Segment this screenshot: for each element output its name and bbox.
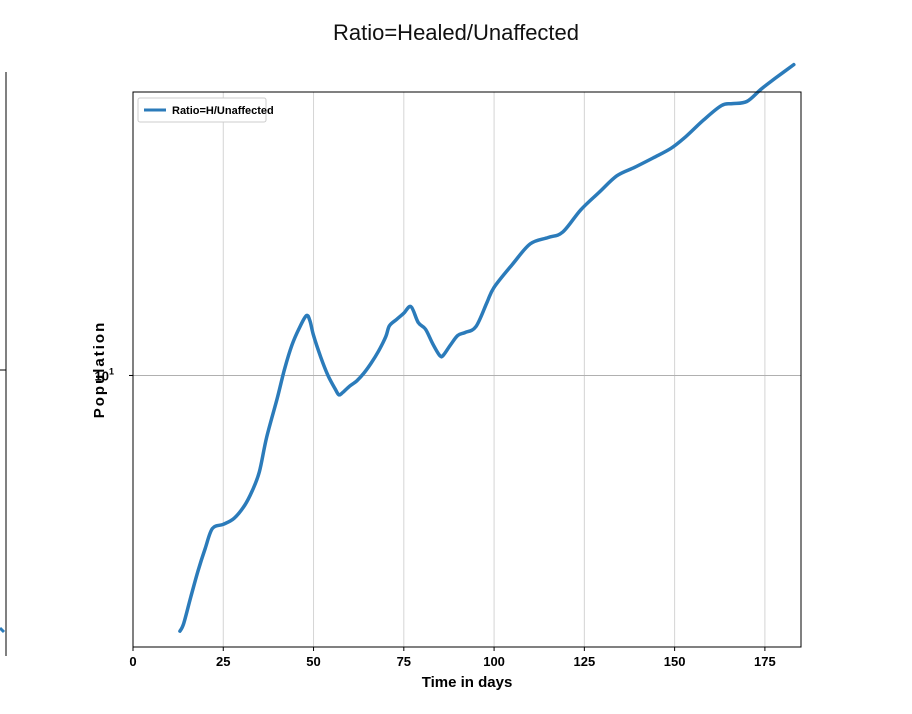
x-axis-label: Time in days — [422, 674, 513, 691]
left-panel-line-fragment — [0, 626, 6, 634]
x-axis: 0 25 50 75 100 125 150 175 — [129, 647, 776, 669]
grid — [132, 92, 801, 647]
x-tick-label: 150 — [664, 654, 686, 669]
x-tick-label: 50 — [306, 654, 320, 669]
legend-box — [137, 97, 267, 123]
y-axis-label: Population — [91, 321, 108, 419]
x-tick-label: 175 — [754, 654, 776, 669]
legend: Ratio=H/Unaffected — [137, 97, 274, 123]
plot-frame — [132, 91, 802, 648]
y-tick-exponent: 1 — [109, 366, 114, 376]
x-tick-label: 100 — [483, 654, 505, 669]
left-partial-panel — [0, 72, 7, 656]
series-line — [178, 62, 796, 633]
x-tick-label: 75 — [397, 654, 411, 669]
x-tick-label: 125 — [573, 654, 595, 669]
legend-label: Ratio=H/Unaffected — [172, 105, 274, 117]
x-tick-label: 25 — [216, 654, 230, 669]
chart-title: Ratio=Healed/Unaffected — [333, 20, 579, 45]
x-tick-label: 0 — [129, 654, 136, 669]
series-layer — [178, 62, 796, 633]
